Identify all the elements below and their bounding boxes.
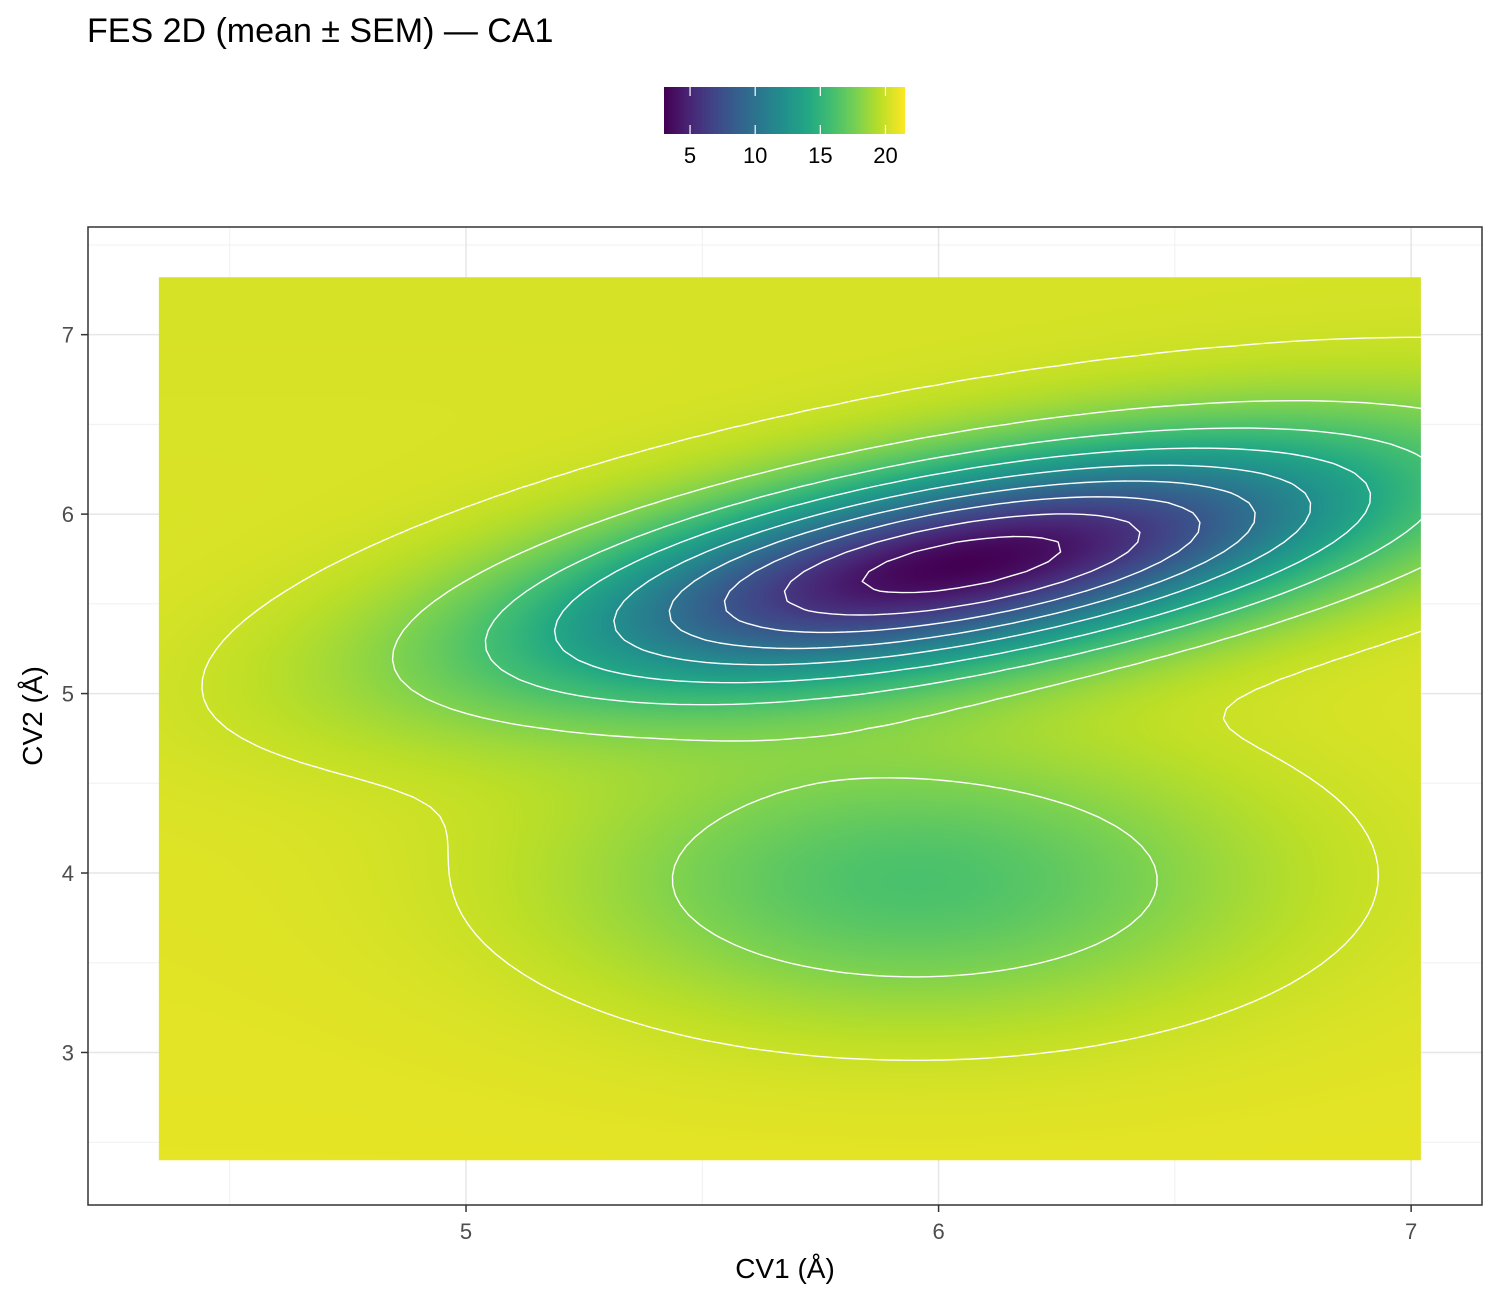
y-axis-title: CV2 (Å) <box>17 666 48 766</box>
contour-line <box>668 480 1256 650</box>
colorbar-legend: 5 10 15 20 <box>664 87 905 168</box>
y-axis: 3 4 5 6 7 <box>62 323 88 1065</box>
y-tick-label: 4 <box>62 861 74 886</box>
colorbar-tick-label: 10 <box>743 143 767 168</box>
colorbar-gradient <box>664 87 905 134</box>
plot-panel-border <box>87 226 1483 1206</box>
colorbar-tick-label: 15 <box>808 143 832 168</box>
contour-line <box>613 464 1312 666</box>
fes-heatmap <box>158 277 1421 1161</box>
y-tick-label: 7 <box>62 323 74 348</box>
contour-lines <box>201 336 1422 1061</box>
contour-line <box>783 513 1141 616</box>
y-tick-label: 6 <box>62 502 74 527</box>
contour-line <box>553 447 1372 684</box>
x-tick-label: 7 <box>1405 1219 1417 1244</box>
chart-title: FES 2D (mean ± SEM) — CA1 <box>87 12 554 50</box>
contour-line <box>391 400 1422 978</box>
x-tick-label: 5 <box>460 1219 472 1244</box>
contour-line <box>723 496 1201 634</box>
y-tick-label: 3 <box>62 1040 74 1065</box>
colorbar-tick-label: 20 <box>873 143 897 168</box>
contour-line <box>861 535 1062 594</box>
contour-line <box>201 336 1422 1061</box>
x-axis: 5 6 7 <box>460 1205 1417 1244</box>
y-tick-label: 5 <box>62 682 74 707</box>
x-axis-title: CV1 (Å) <box>735 1253 835 1284</box>
contour-line <box>484 427 1422 706</box>
colorbar-tick-label: 5 <box>684 143 696 168</box>
x-tick-label: 6 <box>932 1219 944 1244</box>
